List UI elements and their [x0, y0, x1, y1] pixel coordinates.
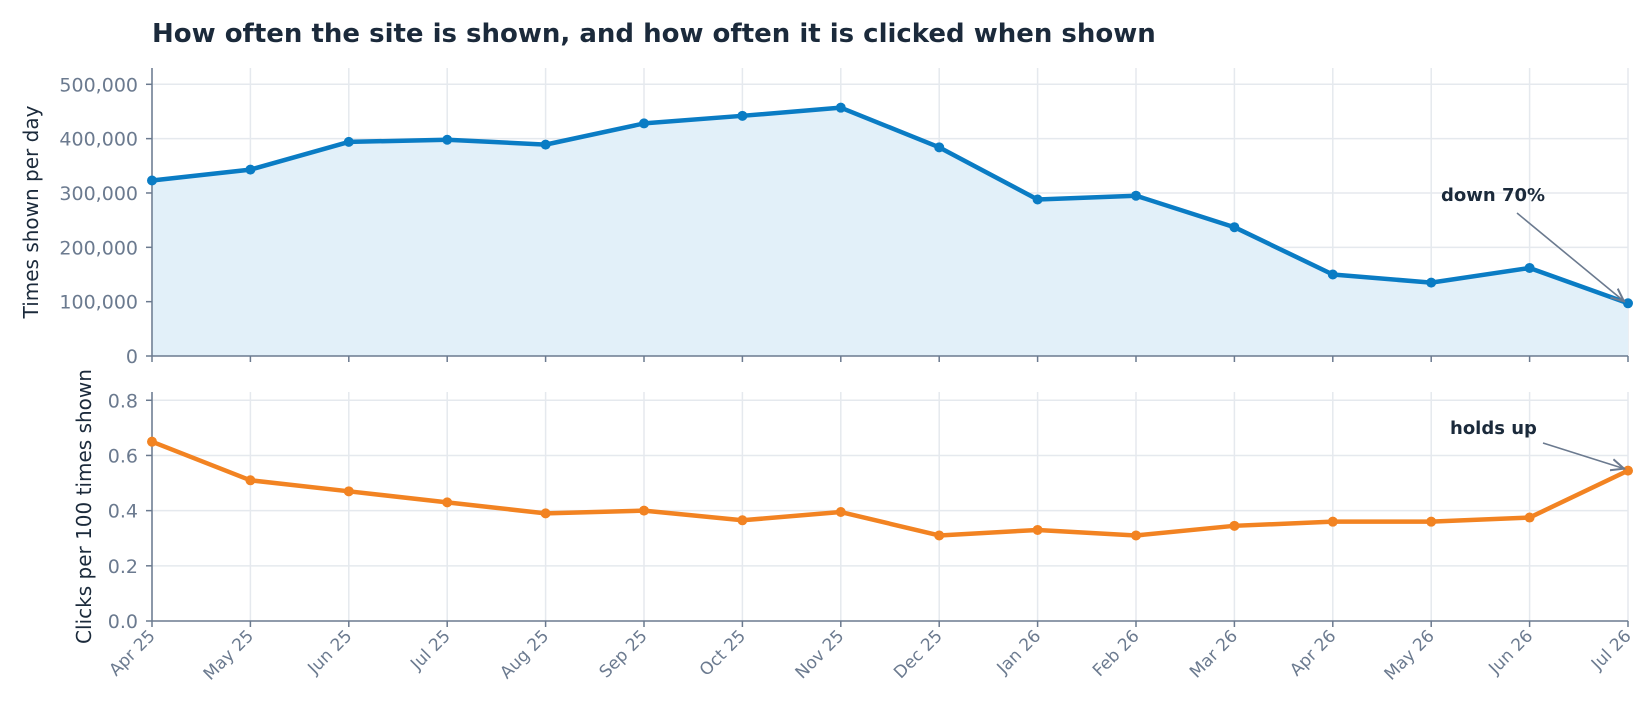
- data-point: [1032, 194, 1043, 205]
- data-point: [540, 139, 551, 150]
- y-tick-label: 0.2: [108, 556, 138, 578]
- series-line: [149, 439, 1631, 538]
- data-point: [1229, 222, 1240, 233]
- annotation-arrow: [1516, 212, 1624, 301]
- y-tick-label: 500,000: [59, 74, 138, 96]
- data-point: [147, 436, 157, 447]
- x-tick-label: Jul 25: [406, 626, 454, 674]
- data-point: [1426, 516, 1437, 527]
- data-point: [1229, 520, 1240, 531]
- y-tick-label: 0.4: [108, 501, 138, 523]
- data-point: [442, 497, 453, 508]
- y-tick-label: 300,000: [59, 183, 138, 205]
- x-tick-label: Sep 25: [596, 626, 652, 682]
- chart-title: How often the site is shown, and how oft…: [152, 19, 1156, 49]
- data-point: [934, 530, 945, 541]
- x-tick-label: Dec 25: [890, 626, 947, 683]
- series-line: [149, 105, 1631, 306]
- data-point: [835, 507, 846, 518]
- x-tick-label: Jun 26: [1484, 626, 1537, 679]
- panel-2: 0.0 0.2 0.4 0.6 0.8 Clicks per 100 times show…: [72, 369, 1633, 644]
- y-tick-label: 0.6: [108, 445, 138, 467]
- data-point: [639, 118, 649, 129]
- data-point: [1426, 277, 1437, 288]
- x-tick-label: Apr 25: [105, 626, 159, 680]
- data-point: [343, 486, 354, 497]
- panel-1: 0 100,000 200,000 300,000 400,000 500,000 Time…: [19, 68, 1633, 368]
- data-point: [147, 175, 157, 186]
- x-tick-label: Nov 25: [792, 626, 849, 683]
- data-point: [1524, 262, 1535, 273]
- data-point: [245, 164, 256, 175]
- data-point: [737, 110, 748, 121]
- x-tick-label: Mar 26: [1186, 626, 1242, 682]
- x-tick-label: Feb 26: [1089, 626, 1144, 681]
- data-point: [1327, 516, 1338, 527]
- area-fill: [152, 107, 1628, 356]
- data-point: [343, 136, 354, 147]
- annotation-label: holds up: [1450, 418, 1537, 439]
- y-tick-label: 200,000: [59, 237, 138, 259]
- y-tick-label: 0: [126, 346, 138, 368]
- y-axis-label: Clicks per 100 times shown: [72, 369, 96, 644]
- x-tick-label: Apr 26: [1286, 626, 1340, 680]
- x-tick-label: Jun 25: [304, 626, 357, 679]
- x-tick-label: Jan 26: [993, 626, 1046, 679]
- data-point: [1131, 190, 1141, 201]
- y-tick-label: 400,000: [59, 129, 138, 151]
- data-point: [737, 515, 748, 526]
- data-point: [1623, 298, 1633, 309]
- data-point: [1131, 530, 1141, 541]
- annotation-label: down 70%: [1441, 185, 1545, 206]
- data-point: [245, 475, 256, 486]
- x-tick-label: May 25: [200, 626, 258, 684]
- data-point: [1623, 465, 1633, 476]
- chart-panels: 0 100,000 200,000 300,000 400,000 500,000 Time…: [19, 68, 1636, 685]
- annotation-arrow: [1542, 442, 1624, 469]
- data-point: [540, 508, 551, 519]
- x-tick-label: Jul 26: [1587, 626, 1635, 674]
- data-point: [639, 505, 649, 516]
- data-point: [442, 134, 453, 145]
- data-point: [934, 142, 945, 153]
- y-tick-label: 0.0: [108, 611, 138, 633]
- x-tick-label: Oct 25: [696, 626, 750, 680]
- y-tick-label: 0.8: [108, 390, 138, 412]
- data-point: [835, 102, 846, 113]
- x-tick-label: Aug 25: [496, 626, 553, 683]
- y-axis-label: Times shown per day: [19, 105, 43, 319]
- y-tick-label: 100,000: [59, 292, 138, 314]
- x-tick-label: May 26: [1381, 626, 1439, 684]
- data-point: [1524, 512, 1535, 523]
- data-point: [1032, 524, 1043, 535]
- data-point: [1327, 269, 1338, 280]
